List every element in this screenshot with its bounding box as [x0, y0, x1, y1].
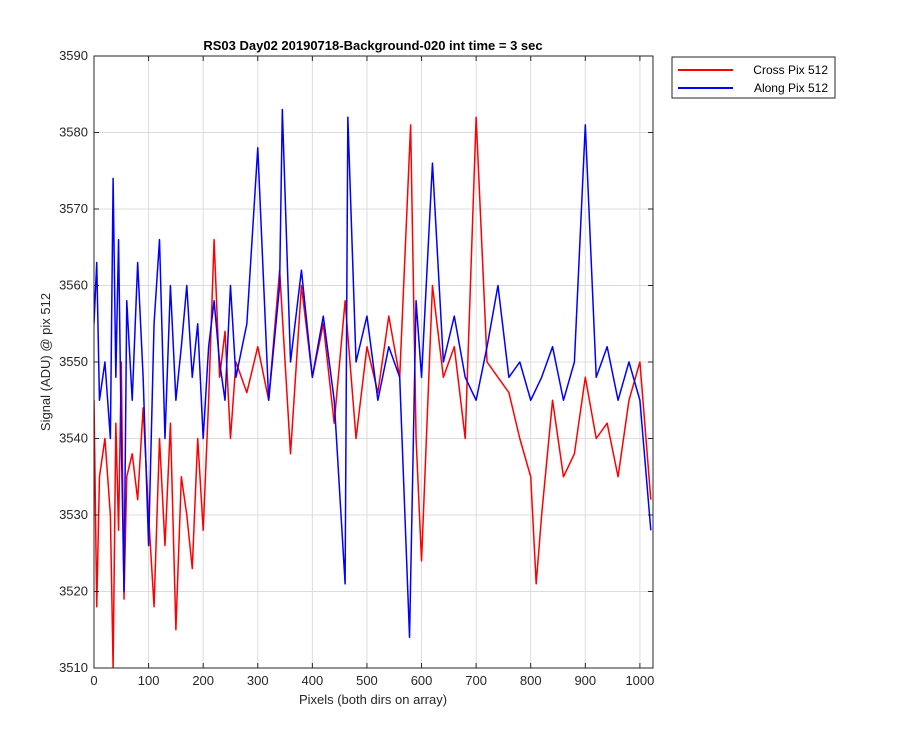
chart-title: RS03 Day02 20190718-Background-020 int t…	[203, 38, 542, 53]
y-tick-label: 3570	[59, 201, 88, 216]
x-tick-label: 100	[138, 673, 160, 688]
y-tick-label: 3590	[59, 48, 88, 63]
y-tick-label: 3530	[59, 507, 88, 522]
series-line-cross-pix-512	[94, 116, 652, 668]
y-tick-label: 3550	[59, 354, 88, 369]
x-tick-label: 700	[465, 673, 487, 688]
x-tick-label: 500	[356, 673, 378, 688]
x-tick-label: 200	[192, 673, 214, 688]
y-tick-label: 3560	[59, 278, 88, 293]
legend-label-cross: Cross Pix 512	[753, 63, 828, 77]
x-tick-label: 600	[411, 673, 433, 688]
x-tick-label: 300	[247, 673, 269, 688]
x-tick-label: 800	[520, 673, 542, 688]
legend-box	[671, 56, 836, 99]
x-tick-label: 0	[90, 673, 97, 688]
y-tick-label: 3510	[59, 660, 88, 675]
series-line-along-pix-512	[94, 108, 652, 639]
legend-label-along: Along Pix 512	[754, 81, 828, 95]
y-tick-label: 3580	[59, 125, 88, 140]
y-tick-label: 3540	[59, 431, 88, 446]
y-axis-label: Signal (ADU) @ pix 512	[38, 293, 53, 431]
legend: Cross Pix 512 Along Pix 512	[671, 56, 836, 99]
x-axis-label: Pixels (both dirs on array)	[299, 692, 447, 707]
x-tick-label: 400	[302, 673, 324, 688]
series-layer	[94, 108, 652, 668]
ticks: 0 100 200 300 400 500 600 700 800 900 1000 3510 3520…	[59, 48, 654, 688]
x-tick-label: 1000	[625, 673, 654, 688]
y-tick-label: 3520	[59, 584, 88, 599]
x-tick-label: 900	[574, 673, 596, 688]
